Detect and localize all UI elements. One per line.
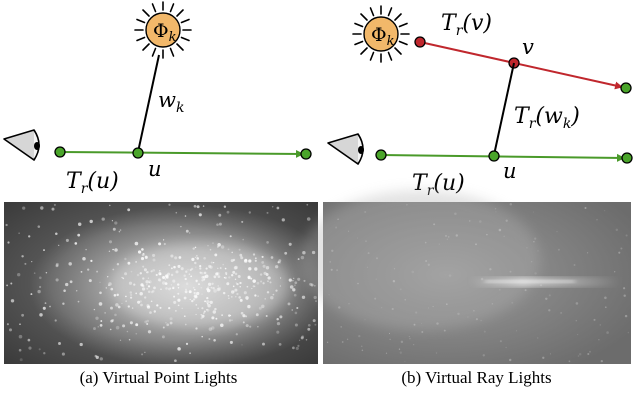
segment-label: wk (158, 88, 184, 116)
transmittance-label: Tr(u) (66, 169, 119, 197)
light-segment (137, 54, 160, 153)
eye-icon (327, 133, 364, 165)
sun-icon: Φk (134, 1, 192, 59)
light-symbol: Φ (153, 20, 169, 42)
caption-b: (b) Virtual Ray Lights (401, 368, 552, 387)
render-image-vpl (4, 202, 318, 364)
light-subscript: k (169, 30, 177, 45)
camera-ray (59, 149, 304, 158)
light-symbol: Φ (371, 24, 387, 46)
ray-transmittance-label: Tr(v) (441, 11, 492, 39)
light-segment (493, 62, 515, 156)
camera-ray-end-point (300, 148, 312, 160)
noise-speckles (326, 202, 630, 363)
panel-a-diagram: Φk wk u Tr(u) (3, 1, 312, 197)
light-ray (419, 41, 623, 90)
point-u (488, 150, 500, 162)
camera-ray-end-point (621, 152, 633, 164)
render-image-vrl (300, 190, 631, 364)
camera-ray-start-point (375, 149, 387, 161)
svg-text:Φk: Φk (153, 20, 177, 45)
svg-text:Φk: Φk (371, 24, 395, 49)
light-ray-end-point (620, 82, 632, 94)
point-u-label: u (148, 157, 162, 181)
camera-ray-start-point (54, 146, 66, 158)
panel-b-diagram: Φk Tr(v) v Tr(wk) u Tr(u) (327, 5, 633, 199)
point-u (132, 147, 144, 159)
segment-transmittance-label: Tr(wk) (514, 104, 580, 132)
point-u-label: u (503, 159, 517, 183)
caption-a: (a) Virtual Point Lights (79, 368, 238, 387)
light-subscript: k (387, 34, 395, 49)
sun-icon: Φk (352, 5, 410, 63)
eye-icon (3, 129, 40, 161)
camera-ray (380, 153, 625, 162)
light-ray-start-point (414, 36, 426, 48)
point-v-label: v (522, 35, 534, 59)
